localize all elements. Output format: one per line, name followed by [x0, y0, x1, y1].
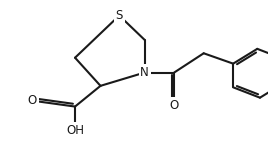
Text: OH: OH — [66, 124, 84, 137]
Text: N: N — [140, 66, 149, 79]
Text: O: O — [28, 94, 37, 107]
Text: S: S — [116, 9, 123, 22]
Text: O: O — [170, 99, 179, 112]
